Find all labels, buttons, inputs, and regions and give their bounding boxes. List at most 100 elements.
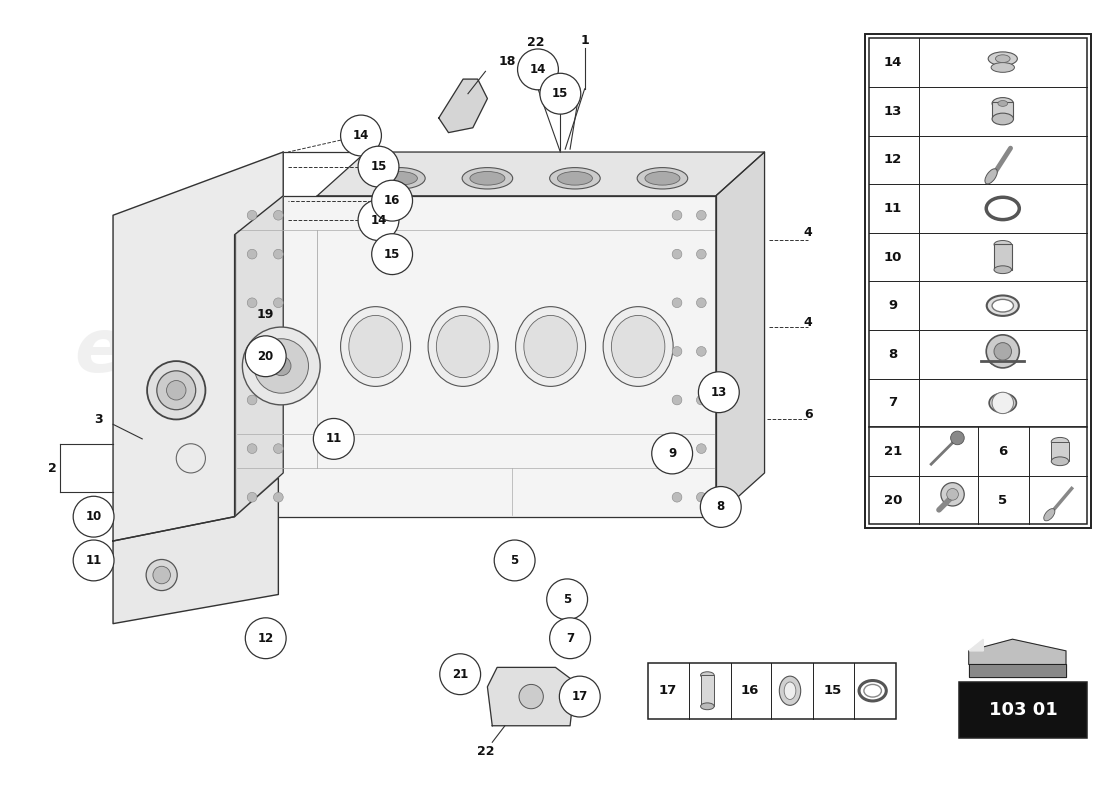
- Text: 20: 20: [883, 494, 902, 506]
- Bar: [865, 34, 1091, 528]
- Ellipse shape: [341, 306, 410, 386]
- Circle shape: [992, 392, 1013, 414]
- Circle shape: [651, 433, 693, 474]
- Text: 7: 7: [889, 397, 898, 410]
- Circle shape: [254, 338, 308, 393]
- Circle shape: [372, 180, 412, 221]
- Text: 13: 13: [883, 105, 902, 118]
- Text: 6: 6: [804, 408, 813, 421]
- Circle shape: [696, 210, 706, 220]
- Text: 15: 15: [824, 684, 842, 698]
- Ellipse shape: [992, 299, 1013, 312]
- Bar: [869, 38, 1088, 427]
- Circle shape: [248, 395, 257, 405]
- Circle shape: [248, 346, 257, 356]
- Ellipse shape: [462, 168, 513, 189]
- Text: 17: 17: [658, 684, 676, 698]
- Circle shape: [696, 346, 706, 356]
- Polygon shape: [969, 639, 983, 651]
- Circle shape: [74, 496, 114, 537]
- Text: 12: 12: [257, 632, 274, 645]
- Ellipse shape: [349, 315, 403, 378]
- Circle shape: [672, 250, 682, 259]
- Circle shape: [245, 618, 286, 658]
- Ellipse shape: [984, 169, 998, 184]
- Text: 8: 8: [889, 348, 898, 361]
- Text: 18: 18: [498, 55, 516, 68]
- Ellipse shape: [428, 306, 498, 386]
- Polygon shape: [113, 478, 278, 624]
- Ellipse shape: [558, 171, 593, 185]
- Text: 11: 11: [86, 554, 101, 567]
- Circle shape: [672, 395, 682, 405]
- Ellipse shape: [157, 371, 196, 410]
- Ellipse shape: [989, 393, 1016, 413]
- Text: 5: 5: [998, 494, 1006, 506]
- Circle shape: [74, 540, 114, 581]
- Text: 21: 21: [883, 445, 902, 458]
- Text: 10: 10: [883, 250, 902, 263]
- Circle shape: [248, 298, 257, 308]
- Text: 6: 6: [998, 445, 1006, 458]
- Circle shape: [672, 298, 682, 308]
- Ellipse shape: [550, 168, 601, 189]
- Text: a passion for parts since 1985: a passion for parts since 1985: [242, 405, 558, 425]
- Text: 16: 16: [384, 194, 400, 207]
- Text: 9: 9: [889, 299, 898, 312]
- Ellipse shape: [784, 682, 795, 699]
- Circle shape: [242, 327, 320, 405]
- Ellipse shape: [603, 306, 673, 386]
- Ellipse shape: [991, 62, 1014, 72]
- Circle shape: [440, 654, 481, 694]
- Circle shape: [672, 346, 682, 356]
- Circle shape: [672, 210, 682, 220]
- Ellipse shape: [166, 381, 186, 400]
- Circle shape: [672, 492, 682, 502]
- Ellipse shape: [153, 566, 170, 584]
- Circle shape: [698, 372, 739, 413]
- Ellipse shape: [437, 315, 490, 378]
- Circle shape: [494, 540, 535, 581]
- Circle shape: [341, 115, 382, 156]
- Text: 4: 4: [804, 226, 813, 239]
- Ellipse shape: [1044, 509, 1055, 521]
- Ellipse shape: [375, 168, 426, 189]
- Ellipse shape: [470, 171, 505, 185]
- Ellipse shape: [779, 676, 801, 706]
- Text: 4: 4: [804, 316, 813, 329]
- Text: 19: 19: [257, 308, 274, 321]
- Ellipse shape: [988, 52, 1018, 66]
- Bar: [959, 682, 1088, 738]
- Text: 14: 14: [530, 63, 547, 76]
- Text: 11: 11: [326, 432, 342, 446]
- Ellipse shape: [989, 356, 1016, 366]
- Text: 20: 20: [257, 350, 274, 362]
- Ellipse shape: [996, 55, 1010, 62]
- Bar: [701, 675, 714, 706]
- Circle shape: [274, 346, 283, 356]
- Text: 7: 7: [566, 632, 574, 645]
- Polygon shape: [969, 665, 1066, 677]
- Ellipse shape: [987, 295, 1019, 316]
- Ellipse shape: [524, 315, 578, 378]
- Text: 3: 3: [95, 413, 102, 426]
- Polygon shape: [969, 639, 1066, 665]
- Ellipse shape: [612, 315, 664, 378]
- Polygon shape: [716, 152, 764, 517]
- Ellipse shape: [637, 168, 688, 189]
- Ellipse shape: [383, 171, 417, 185]
- Text: europaresparts: europaresparts: [74, 315, 726, 388]
- Ellipse shape: [147, 361, 206, 419]
- Text: 103 01: 103 01: [989, 701, 1057, 719]
- Ellipse shape: [146, 559, 177, 590]
- Text: 15: 15: [552, 87, 569, 100]
- Polygon shape: [234, 196, 716, 517]
- Ellipse shape: [1052, 457, 1069, 466]
- Polygon shape: [234, 152, 283, 517]
- Text: 22: 22: [476, 746, 494, 758]
- Ellipse shape: [1052, 438, 1069, 446]
- Circle shape: [950, 431, 965, 445]
- Polygon shape: [113, 152, 283, 541]
- Text: 9: 9: [668, 447, 676, 460]
- Circle shape: [940, 482, 965, 506]
